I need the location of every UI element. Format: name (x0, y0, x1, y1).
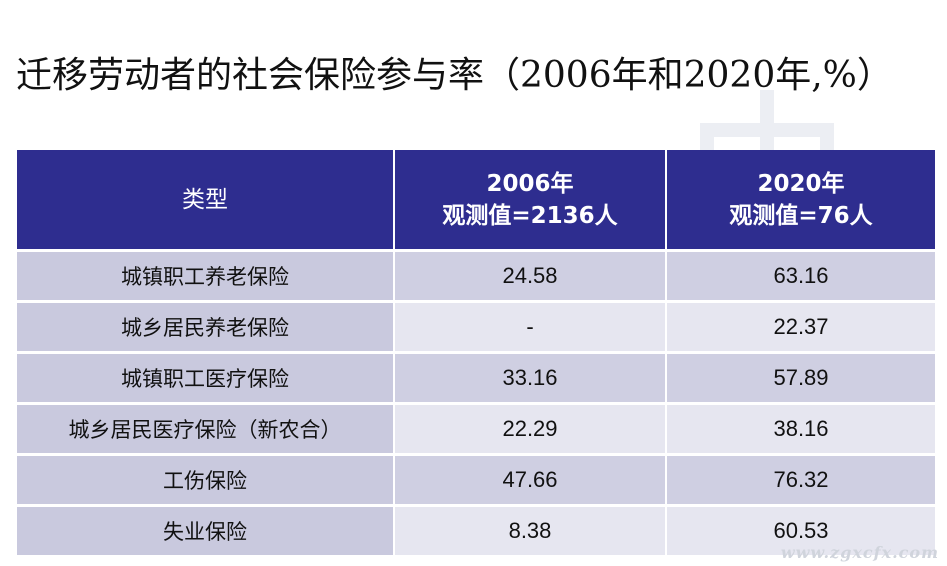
table-row: 城镇职工医疗保险 33.16 57.89 (17, 352, 935, 405)
row-2020-value: 63.16 (666, 250, 935, 303)
row-type: 城乡居民养老保险 (17, 301, 395, 354)
row-type: 失业保险 (17, 505, 395, 558)
row-2006-value: 24.58 (394, 250, 667, 303)
row-2020-value: 57.89 (666, 352, 935, 405)
row-2020-value: 22.37 (666, 301, 935, 354)
header-2006-sample: 观测值=2136人 (442, 202, 618, 229)
header-2020: 2020年 观测值=76人 (666, 150, 935, 252)
insurance-participation-table: 类型 2006年 观测值=2136人 2020年 观测值=76人 城镇职工养老保… (17, 150, 935, 558)
row-2020-value: 76.32 (666, 454, 935, 507)
header-2006-year: 2006年 (486, 170, 574, 197)
header-2020-year: 2020年 (757, 170, 845, 197)
header-type-label: 类型 (182, 186, 228, 213)
page-title: 迁移劳动者的社会保险参与率（2006年和2020年,%） (16, 55, 893, 96)
header-2006: 2006年 观测值=2136人 (394, 150, 667, 252)
row-2020-value: 60.53 (666, 505, 935, 558)
row-2006-value: 47.66 (394, 454, 667, 507)
table-row: 城乡居民医疗保险（新农合） 22.29 38.16 (17, 403, 935, 456)
row-2006-value: 33.16 (394, 352, 667, 405)
table-row: 城镇职工养老保险 24.58 63.16 (17, 250, 935, 303)
site-watermark: www.zgxcfx.com (780, 543, 939, 562)
row-2006-value: 8.38 (394, 505, 667, 558)
table-header-row: 类型 2006年 观测值=2136人 2020年 观测值=76人 (17, 150, 935, 252)
row-type: 城镇职工医疗保险 (17, 352, 395, 405)
row-2020-value: 38.16 (666, 403, 935, 456)
row-type: 工伤保险 (17, 454, 395, 507)
row-2006-value: - (394, 301, 667, 354)
row-type: 城镇职工养老保险 (17, 250, 395, 303)
table-row: 城乡居民养老保险 - 22.37 (17, 301, 935, 354)
table-row: 失业保险 8.38 60.53 (17, 505, 935, 558)
table-row: 工伤保险 47.66 76.32 (17, 454, 935, 507)
row-2006-value: 22.29 (394, 403, 667, 456)
header-type: 类型 (17, 150, 395, 252)
row-type: 城乡居民医疗保险（新农合） (17, 403, 395, 456)
header-2020-sample: 观测值=76人 (729, 202, 873, 229)
